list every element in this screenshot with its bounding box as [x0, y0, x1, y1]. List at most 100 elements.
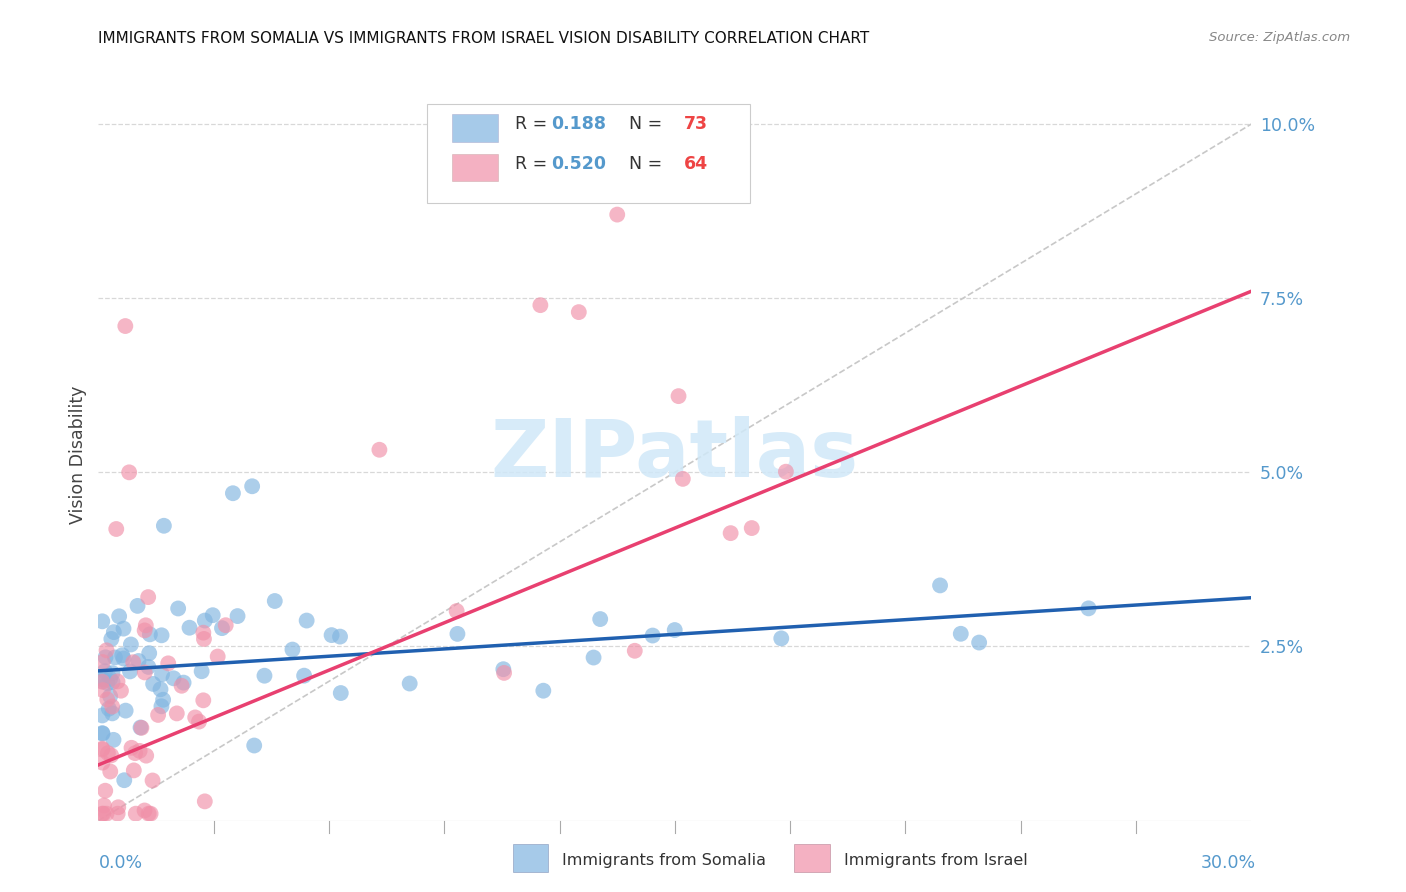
Point: [190, 665, 212, 679]
Point: [129, 721, 152, 735]
Point: [104, 650, 127, 665]
Point: [124, 746, 146, 760]
Point: [94, 650, 117, 665]
Point: [170, 679, 193, 693]
Point: [128, 744, 150, 758]
Point: [91, 726, 114, 740]
Point: [295, 614, 318, 628]
Point: [136, 590, 159, 604]
Point: [193, 693, 215, 707]
Point: [150, 628, 173, 642]
Point: [134, 665, 156, 680]
FancyBboxPatch shape: [453, 114, 499, 142]
Point: [91, 741, 114, 756]
Point: [188, 714, 211, 729]
Point: [91, 674, 114, 689]
Text: N =: N =: [619, 115, 668, 133]
Point: [105, 522, 128, 536]
Point: [122, 764, 145, 778]
Point: [91, 683, 114, 698]
FancyBboxPatch shape: [453, 153, 499, 181]
Point: [623, 644, 645, 658]
Point: [112, 651, 135, 665]
Text: Immigrants from Israel: Immigrants from Israel: [844, 853, 1028, 868]
Point: [100, 748, 122, 763]
Point: [446, 604, 468, 618]
Point: [329, 630, 352, 644]
Point: [150, 699, 173, 714]
Point: [398, 676, 420, 690]
Point: [253, 669, 276, 683]
Point: [134, 624, 156, 638]
Point: [107, 806, 129, 821]
Point: [720, 526, 742, 541]
Point: [741, 521, 763, 535]
Point: [226, 609, 249, 624]
Point: [222, 486, 245, 500]
Bar: [513, 844, 548, 872]
Point: [101, 699, 124, 714]
Point: [122, 655, 145, 669]
Point: [201, 608, 224, 623]
Point: [114, 319, 136, 334]
Point: [127, 599, 149, 613]
Point: [110, 683, 132, 698]
Point: [142, 677, 165, 691]
Point: [967, 635, 990, 649]
Point: [641, 628, 664, 642]
Point: [91, 655, 114, 669]
Point: [146, 707, 169, 722]
Point: [118, 665, 141, 679]
Point: [929, 578, 952, 592]
Point: [589, 612, 612, 626]
Point: [98, 764, 121, 779]
Point: [125, 806, 148, 821]
Text: IMMIGRANTS FROM SOMALIA VS IMMIGRANTS FROM ISRAEL VISION DISABILITY CORRELATION : IMMIGRANTS FROM SOMALIA VS IMMIGRANTS FR…: [98, 31, 870, 46]
Point: [138, 646, 160, 660]
Point: [96, 806, 118, 821]
Text: ZIPatlas: ZIPatlas: [491, 416, 859, 494]
Point: [94, 665, 117, 679]
Point: [775, 465, 797, 479]
Point: [139, 806, 162, 821]
Point: [215, 618, 238, 632]
Point: [211, 621, 233, 635]
Point: [135, 618, 157, 632]
Text: N =: N =: [619, 155, 668, 173]
Point: [167, 601, 190, 615]
Point: [321, 628, 343, 642]
Point: [108, 609, 131, 624]
Point: [112, 622, 135, 636]
Point: [94, 783, 117, 797]
Point: [668, 389, 690, 403]
Point: [135, 748, 157, 763]
Point: [606, 208, 628, 222]
Point: [101, 666, 124, 681]
Point: [582, 650, 605, 665]
Point: [672, 472, 695, 486]
Point: [157, 657, 180, 671]
Point: [91, 674, 114, 689]
Point: [138, 806, 160, 821]
Point: [103, 732, 125, 747]
Point: [329, 686, 352, 700]
Point: [91, 806, 114, 821]
Point: [91, 615, 114, 629]
Point: [91, 708, 114, 723]
Point: [112, 773, 135, 788]
Point: [91, 726, 114, 740]
Text: 73: 73: [685, 115, 709, 133]
Point: [263, 594, 285, 608]
Text: R =: R =: [515, 155, 553, 173]
Point: [281, 642, 304, 657]
FancyBboxPatch shape: [427, 103, 749, 202]
Point: [152, 692, 174, 706]
Point: [91, 673, 114, 687]
Point: [153, 518, 176, 533]
Point: [179, 621, 201, 635]
Point: [114, 704, 136, 718]
Point: [184, 710, 207, 724]
Text: Source: ZipAtlas.com: Source: ZipAtlas.com: [1209, 31, 1350, 45]
Point: [1077, 601, 1099, 615]
Point: [107, 674, 129, 689]
